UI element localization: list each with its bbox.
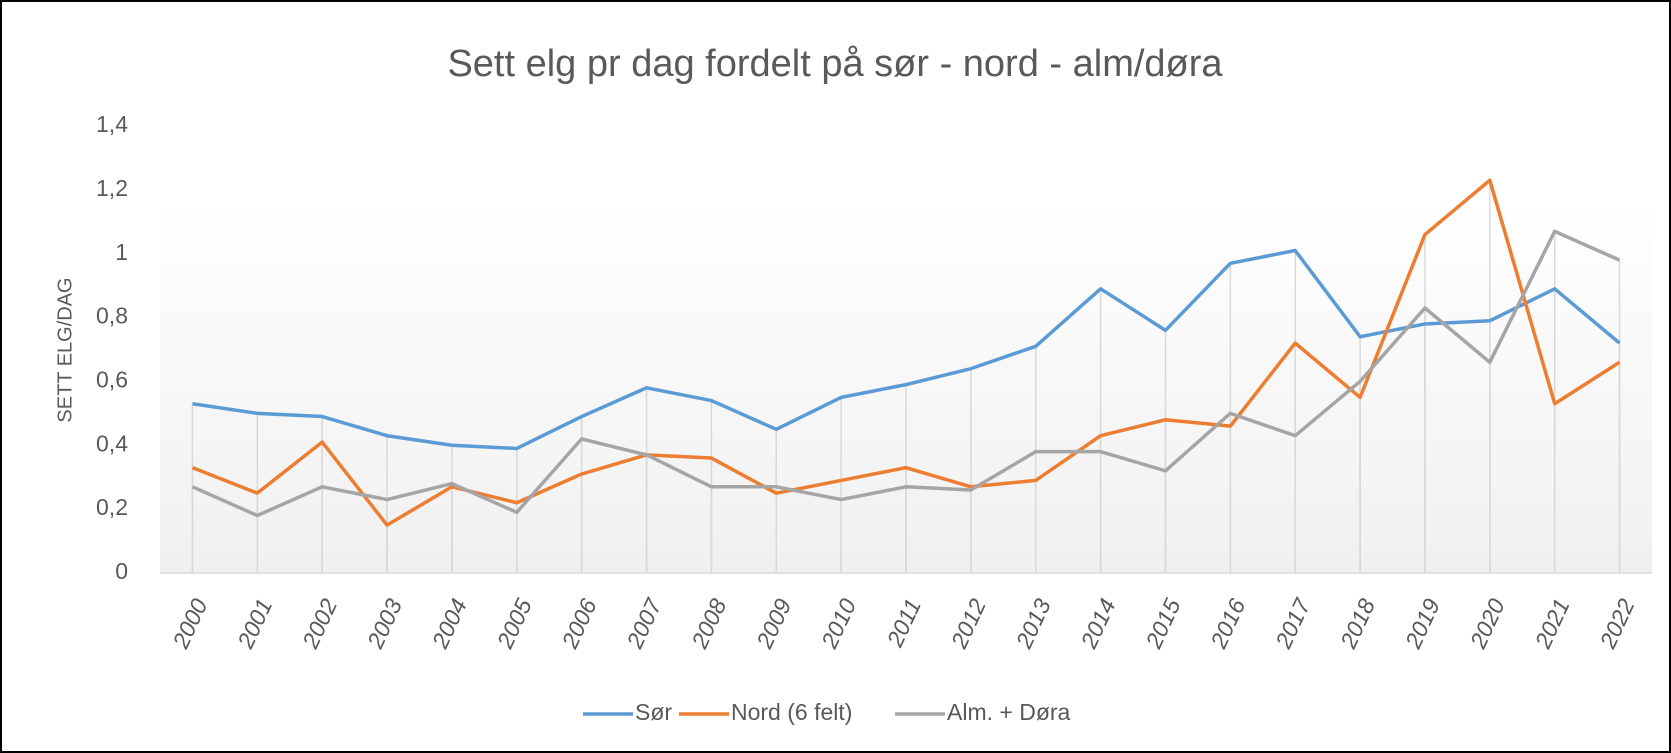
y-tick-label: 0,8 — [96, 303, 128, 329]
legend-label: Alm. + Døra — [947, 699, 1071, 725]
y-tick-label: 0,6 — [96, 367, 128, 393]
y-axis-label: SETT ELG/DAG — [54, 277, 76, 422]
legend-label: Sør — [635, 699, 672, 725]
chart-title: Sett elg pr dag fordelt på sør - nord - … — [447, 43, 1223, 85]
series-line — [191, 229, 1621, 518]
series-line — [192, 248, 1621, 451]
y-tick-label: 1,2 — [96, 175, 128, 201]
y-tick-label: 0 — [115, 558, 128, 584]
y-tick-label: 0,4 — [96, 430, 128, 456]
y-tick-label: 1,4 — [96, 111, 128, 137]
y-tick-label: 0,2 — [96, 494, 128, 520]
series-line — [191, 178, 1621, 527]
legend-label: Nord (6 felt) — [731, 699, 852, 725]
y-tick-label: 1 — [115, 239, 128, 265]
